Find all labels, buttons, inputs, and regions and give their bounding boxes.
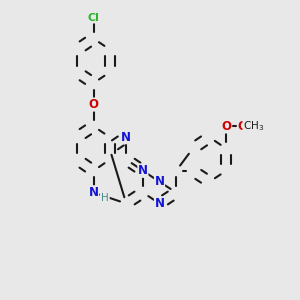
Text: Cl: Cl xyxy=(88,13,100,23)
Text: N: N xyxy=(154,175,164,188)
Text: O: O xyxy=(221,120,231,133)
Text: N: N xyxy=(121,131,131,144)
Text: O: O xyxy=(238,120,248,133)
Text: O: O xyxy=(88,98,98,111)
Text: H: H xyxy=(100,193,109,202)
Text: CH$_3$: CH$_3$ xyxy=(243,119,264,133)
Text: H: H xyxy=(101,193,109,202)
Text: N: N xyxy=(88,186,98,199)
Text: N: N xyxy=(154,197,164,210)
Text: O: O xyxy=(221,120,231,133)
Text: N: N xyxy=(88,186,98,199)
Text: N: N xyxy=(138,164,148,177)
